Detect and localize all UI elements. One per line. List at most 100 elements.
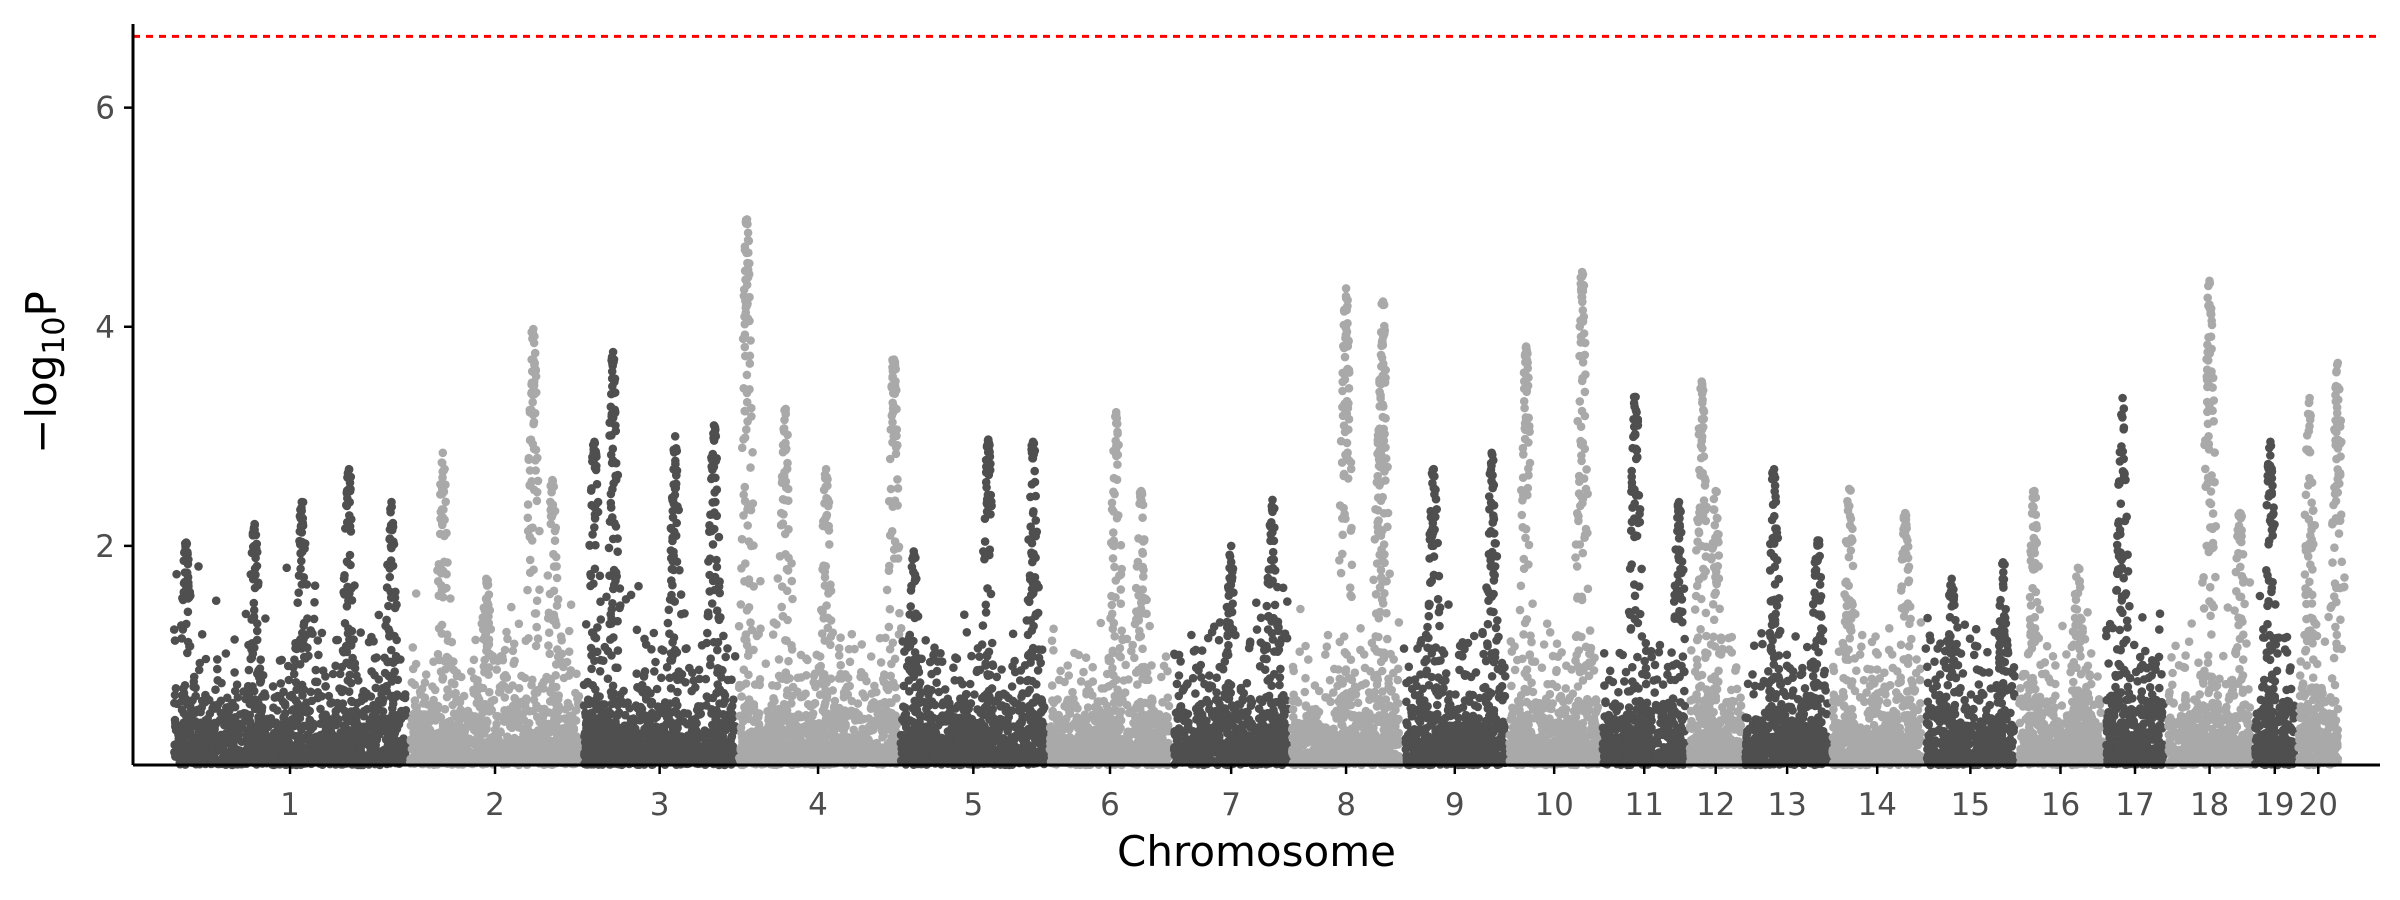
data-point [812, 745, 821, 754]
data-point [323, 744, 333, 754]
data-point [748, 448, 757, 457]
data-point [836, 660, 845, 670]
data-point [230, 668, 239, 677]
data-point [885, 561, 894, 571]
data-point [893, 475, 902, 484]
data-point [550, 536, 560, 545]
data-point [781, 550, 790, 559]
data-point [721, 652, 730, 662]
data-point [783, 615, 792, 625]
data-point [346, 678, 356, 688]
data-point [740, 319, 750, 329]
data-point [390, 667, 400, 676]
data-point [682, 644, 691, 653]
data-point [172, 569, 181, 579]
data-point [170, 748, 179, 758]
data-point [443, 636, 453, 645]
data-point [893, 554, 903, 563]
data-point [378, 698, 387, 707]
data-point [702, 701, 711, 710]
data-point [642, 727, 651, 736]
data-point [486, 624, 496, 634]
data-point [613, 740, 623, 749]
data-point [646, 700, 656, 709]
data-point [216, 708, 226, 718]
data-point [589, 579, 598, 588]
data-point [787, 576, 797, 586]
data-point [707, 474, 716, 484]
data-point [342, 500, 351, 510]
data-point [250, 519, 259, 529]
data-point [676, 590, 686, 599]
data-point [256, 676, 266, 685]
data-point [528, 523, 537, 532]
data-point [774, 655, 784, 664]
data-point [182, 568, 192, 578]
data-point [347, 584, 356, 593]
data-point [586, 714, 596, 723]
data-point [195, 658, 205, 668]
data-point [428, 682, 437, 691]
data-point [884, 622, 894, 632]
data-point [668, 536, 677, 546]
data-point [743, 264, 752, 273]
data-point [244, 729, 254, 738]
data-point [822, 691, 832, 700]
data-point [213, 700, 223, 709]
data-point [669, 547, 678, 557]
data-point [395, 755, 404, 764]
data-point [297, 724, 306, 733]
data-point [834, 643, 844, 653]
data-point [668, 638, 677, 647]
data-points [169, 215, 2349, 770]
data-point [566, 666, 576, 675]
data-point [769, 618, 779, 627]
data-point [749, 705, 759, 714]
data-point [482, 593, 492, 603]
data-point [225, 706, 234, 715]
data-point [531, 641, 541, 651]
data-point [656, 702, 666, 712]
data-point [797, 712, 807, 722]
data-point [616, 690, 625, 699]
data-point [500, 645, 510, 655]
data-point [257, 703, 267, 712]
data-point [614, 732, 623, 741]
data-point [706, 754, 716, 764]
data-point [773, 744, 782, 753]
data-point [683, 719, 692, 729]
data-point [532, 688, 542, 697]
data-point [742, 215, 752, 224]
data-point [590, 656, 599, 665]
data-point [779, 704, 789, 714]
chromosome-2-points [405, 324, 585, 770]
data-point [361, 727, 371, 737]
data-point [318, 666, 328, 675]
data-point [443, 558, 452, 567]
data-point [743, 228, 753, 238]
data-point [369, 637, 378, 646]
data-point [458, 740, 468, 749]
data-point [294, 588, 304, 597]
data-point [877, 718, 886, 727]
data-point [299, 635, 308, 644]
data-point [553, 645, 562, 654]
data-point [845, 709, 854, 719]
data-point [240, 749, 250, 758]
data-point [606, 635, 615, 644]
data-point [525, 568, 535, 577]
data-point [529, 417, 539, 427]
data-point [317, 628, 327, 638]
data-point [824, 589, 833, 598]
data-point [528, 728, 537, 738]
data-point [203, 714, 212, 724]
data-point [194, 562, 203, 571]
data-point [386, 556, 396, 565]
data-point [712, 454, 721, 463]
data-point [741, 275, 750, 285]
data-point [289, 663, 298, 672]
data-point [630, 724, 640, 733]
data-point [471, 635, 480, 645]
data-point [328, 669, 338, 679]
data-point [523, 513, 533, 523]
